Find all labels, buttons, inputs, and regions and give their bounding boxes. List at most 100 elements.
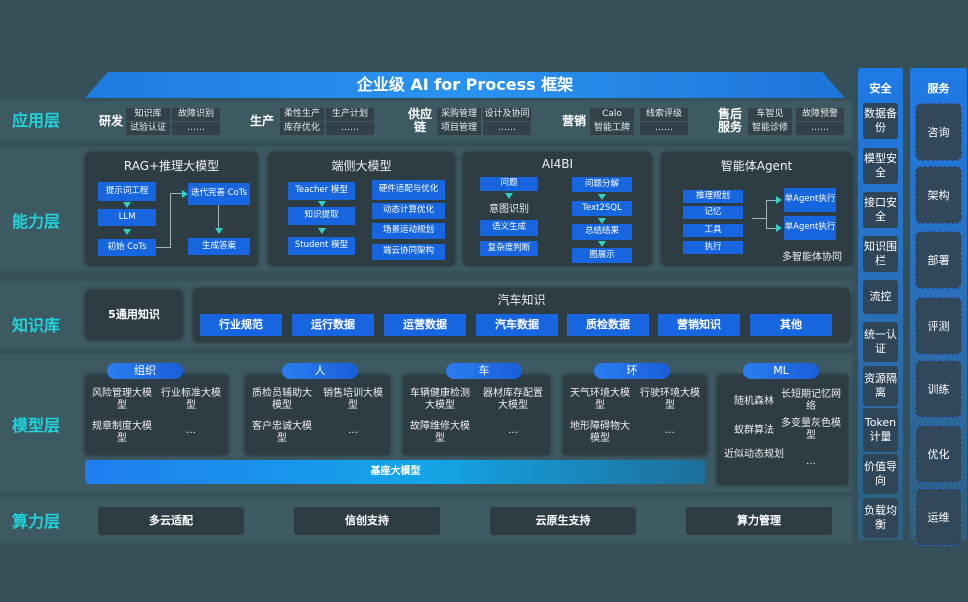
capability-box: Student 模型: [288, 237, 355, 255]
model-item: 规章制度大模型: [92, 421, 152, 444]
model-item: 故障维修大模型: [410, 421, 470, 444]
app-item: 生产计划: [326, 108, 374, 121]
arrow-down-icon: [215, 228, 223, 234]
general-knowledge: 5通用知识: [85, 290, 183, 340]
app-item: 库存优化: [280, 122, 324, 135]
arrow-down-icon: [598, 218, 606, 224]
app-item: 故障识别: [172, 108, 220, 121]
model-item: 随机森林: [734, 396, 774, 407]
compute-item: 算力管理: [686, 507, 832, 535]
model-item: 行业标准大模型: [161, 388, 221, 411]
model-item: 车辆健康检测大模型: [410, 388, 470, 411]
model-item: 销售培训大模型: [323, 388, 383, 411]
model-item: 近似动态规划: [724, 449, 784, 460]
layer-label-app: 应用层: [12, 111, 61, 130]
panel-title: 智能体Agent: [720, 159, 793, 173]
security-item: 模型安全: [863, 148, 898, 184]
service-item: 咨询: [915, 103, 962, 161]
service-item: 部署: [915, 231, 962, 289]
model-item: 客户忠诚大模型: [252, 421, 312, 444]
model-group-pill: 车: [446, 363, 522, 379]
app-group-name: 营销: [562, 114, 587, 128]
arrow-down-icon: [318, 201, 326, 207]
security-column: 安全 数据备份 模型安全 接口安全 知识围栏 流控 统一认证 资源隔离 Token计量 价值导向负…: [858, 68, 903, 540]
security-title: 安全: [869, 82, 892, 95]
framework-title: 企业级 AI for Process 框架: [85, 72, 845, 98]
app-item: 采购管理: [437, 108, 481, 121]
capability-box: 生成答案: [188, 238, 250, 255]
capability-box: 单Agent执行: [784, 188, 836, 212]
arrow-right-icon: [776, 224, 782, 232]
model-item: 长短期记忆网络: [781, 389, 841, 412]
model-group-pill: 人: [282, 363, 358, 379]
capability-box: 场景运动规划: [372, 223, 445, 239]
model-group-pill: 环: [594, 363, 670, 379]
capability-box: 初始 CoTs: [98, 239, 156, 256]
connector-line: [766, 200, 776, 201]
app-item: ……: [640, 122, 688, 135]
capability-box: 语义生成: [480, 220, 538, 236]
knowledge-chip: 营销知识: [658, 314, 740, 336]
multi-agent-label: 多智能体协同: [782, 252, 842, 263]
security-item: 接口安全: [863, 192, 898, 228]
app-item: 智能诊修: [748, 122, 792, 135]
layer-label-model: 模型层: [12, 416, 61, 435]
app-item: 试验认证: [126, 122, 170, 135]
security-item: 价值导向: [863, 454, 898, 494]
app-item: 知识库: [126, 108, 170, 121]
service-item: 评测: [915, 297, 962, 355]
security-item: 流控: [863, 280, 898, 314]
app-item: Calo: [590, 108, 634, 121]
model-group-panel: [717, 375, 848, 485]
capability-box: 提示词工程: [98, 182, 156, 201]
layer-label-capability: 能力层: [12, 212, 61, 231]
service-column: 服务 咨询 架构 部署 评测 训练 优化 运维: [910, 68, 967, 546]
capability-box: 记忆: [683, 206, 743, 219]
model-group-pill: 组织: [107, 363, 183, 379]
capability-box: 端云协同架构: [372, 244, 445, 260]
app-item: 故障预警: [796, 108, 844, 121]
connector-line: [752, 218, 767, 219]
capability-box: 复杂度判断: [480, 241, 538, 256]
app-item: 智能工牌: [590, 122, 634, 135]
app-item: ……: [326, 122, 374, 135]
app-group-name: 售后服务: [717, 107, 742, 134]
app-item: ……: [796, 122, 844, 135]
base-model-bar: 基座大模型: [85, 460, 706, 484]
layer-label-compute: 算力层: [12, 512, 61, 531]
knowledge-chip: 运营数据: [384, 314, 466, 336]
auto-knowledge-title: 汽车知识: [497, 293, 546, 307]
model-item: …: [186, 425, 196, 436]
connector-line: [170, 193, 182, 194]
capability-box: 问题分解: [572, 177, 632, 192]
model-item: 器材库存配置大模型: [483, 388, 543, 411]
service-item: 优化: [915, 425, 962, 483]
model-item: 质检员辅助大模型: [252, 388, 312, 411]
arrow-right-icon: [182, 190, 188, 198]
security-item: 负载均衡: [863, 498, 898, 538]
app-item: 项目管理: [437, 122, 481, 135]
connector-line: [156, 247, 171, 248]
security-item: 资源隔离: [863, 366, 898, 406]
intent-recognition-label: 意图识别: [489, 204, 529, 215]
model-group-panel: [563, 375, 707, 455]
panel-title: AI4BI: [541, 157, 574, 171]
panel-title: RAG+推理大模型: [123, 159, 220, 173]
service-item: 训练: [915, 360, 962, 418]
model-item: …: [348, 425, 358, 436]
service-title: 服务: [927, 82, 950, 95]
capability-box: 推理规划: [683, 190, 743, 203]
capability-box: 硬件适配与优化: [372, 180, 445, 200]
model-item: 蚁群算法: [734, 425, 774, 436]
arrow-down-icon: [505, 193, 513, 199]
model-group-panel: [245, 375, 390, 455]
panel-title: 端侧大模型: [331, 159, 392, 173]
knowledge-chip: 质检数据: [567, 314, 649, 336]
connector-line: [766, 200, 767, 228]
app-item: ……: [172, 122, 220, 135]
app-item: 线索评级: [640, 108, 688, 121]
model-item: 天气环境大模型: [570, 388, 630, 411]
app-item: 柔性生产: [280, 108, 324, 121]
capability-box: LLM: [98, 209, 156, 226]
arrow-right-icon: [776, 196, 782, 204]
